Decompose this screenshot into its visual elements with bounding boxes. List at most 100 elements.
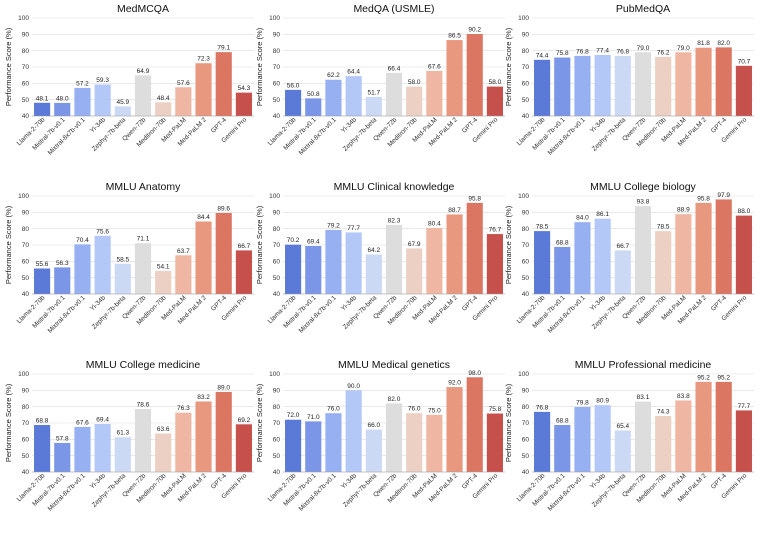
y-tick-label: 80	[273, 404, 281, 411]
chart-title: MMLU College biology	[590, 181, 696, 193]
chart-title: MMLU Anatomy	[106, 181, 181, 193]
data-label: 90.2	[468, 27, 481, 34]
bar	[345, 76, 362, 116]
bar	[594, 54, 611, 116]
x-tick-label: Yi-34b	[89, 116, 107, 134]
y-tick-label: 80	[22, 226, 30, 233]
y-tick-label: 40	[22, 291, 30, 298]
data-label: 57.6	[177, 80, 190, 87]
chart-title: PubMedQA	[616, 3, 670, 15]
data-label: 68.8	[556, 239, 569, 246]
y-tick-label: 80	[273, 226, 281, 233]
y-tick-label: 70	[522, 64, 530, 71]
x-tick-label: Mixtral-8x7b-v0.1	[298, 294, 338, 334]
y-tick-label: 100	[518, 15, 529, 22]
bar	[406, 248, 423, 294]
bar	[574, 406, 591, 472]
y-axis-label: Performance Score (%)	[255, 383, 264, 462]
data-label: 84.0	[576, 215, 589, 222]
data-label: 76.2	[657, 49, 670, 56]
bar	[34, 102, 51, 116]
data-label: 72.3	[197, 56, 210, 63]
data-label: 76.3	[177, 405, 190, 412]
data-label: 69.4	[96, 416, 109, 423]
data-label: 69.2	[238, 417, 251, 424]
y-tick-label: 50	[273, 275, 281, 282]
chart-panel-2: MedQA (USMLE) Performance Score (%) 40 50 60…	[255, 3, 505, 157]
y-tick-label: 90	[273, 388, 281, 395]
y-tick-label: 100	[269, 193, 280, 200]
data-label: 67.9	[408, 241, 421, 248]
chart-title: MMLU Medical genetics	[338, 359, 450, 371]
bar	[175, 255, 192, 294]
y-tick-label: 80	[273, 48, 281, 55]
y-tick-label: 80	[22, 48, 30, 55]
chart-panel-5: MMLU Clinical knowledge Performance Score…	[255, 181, 505, 335]
data-label: 65.4	[616, 423, 629, 430]
data-label: 89.0	[217, 384, 230, 391]
data-label: 95.8	[468, 195, 481, 202]
bar	[385, 224, 403, 294]
y-tick-label: 50	[522, 97, 530, 104]
data-label: 54.3	[238, 85, 251, 92]
data-label: 51.7	[367, 89, 380, 96]
y-axis-label: Performance Score (%)	[255, 205, 264, 284]
data-label: 86.5	[448, 33, 461, 40]
x-tick-label: Mixtral-8x7b-v0.1	[47, 294, 87, 334]
bar	[195, 63, 212, 116]
bar	[54, 102, 71, 116]
y-tick-label: 100	[518, 371, 529, 378]
data-label: 54.1	[157, 263, 170, 270]
y-tick-label: 70	[522, 420, 530, 427]
data-label: 98.0	[468, 370, 481, 377]
bar	[235, 250, 252, 294]
y-tick-label: 60	[22, 259, 30, 266]
data-label: 81.8	[697, 40, 710, 47]
x-tick-label: Mixtral-8x7b-v0.1	[298, 116, 338, 156]
y-tick-label: 100	[269, 15, 280, 22]
bar	[285, 419, 302, 472]
data-label: 69.4	[307, 238, 320, 245]
bar	[406, 413, 423, 472]
x-tick-label: GPT-4	[710, 116, 729, 135]
bar	[554, 57, 571, 116]
data-label: 79.0	[677, 45, 690, 52]
chart-panel-6: MMLU College biology Performance Score (%…	[504, 181, 754, 335]
y-tick-label: 90	[22, 32, 30, 39]
bar	[365, 254, 382, 294]
x-tick-label: Mixtral-8x7b-v0.1	[547, 294, 587, 334]
data-label: 55.6	[36, 261, 49, 268]
x-tick-label: Yi-34b	[589, 472, 607, 490]
data-label: 48.0	[56, 95, 69, 102]
bar	[634, 206, 652, 294]
data-label: 45.9	[116, 99, 129, 106]
bar	[345, 232, 362, 294]
data-label: 76.0	[408, 406, 421, 413]
bar	[175, 87, 192, 116]
data-label: 58.0	[408, 79, 421, 86]
data-label: 57.8	[56, 435, 69, 442]
data-label: 59.3	[96, 77, 109, 84]
bar	[675, 214, 692, 294]
data-label: 79.0	[637, 45, 650, 52]
bar	[426, 228, 443, 294]
data-label: 88.7	[448, 207, 461, 214]
x-tick-label: Yi-34b	[589, 116, 607, 134]
data-label: 95.8	[697, 195, 710, 202]
y-tick-label: 100	[18, 15, 29, 22]
chart-title: MMLU College medicine	[86, 359, 201, 371]
y-tick-label: 50	[22, 97, 30, 104]
bar	[695, 202, 712, 294]
data-label: 80.4	[428, 221, 441, 228]
y-tick-label: 50	[522, 275, 530, 282]
bar	[735, 65, 752, 116]
bar	[614, 55, 631, 116]
y-tick-label: 60	[273, 81, 281, 88]
data-label: 74.3	[657, 408, 670, 415]
chart-title: MedMCQA	[117, 3, 169, 15]
data-label: 83.2	[197, 394, 210, 401]
bar	[195, 221, 212, 294]
y-tick-label: 100	[518, 193, 529, 200]
y-tick-label: 40	[522, 113, 530, 120]
chart-title: MedQA (USMLE)	[353, 3, 434, 15]
